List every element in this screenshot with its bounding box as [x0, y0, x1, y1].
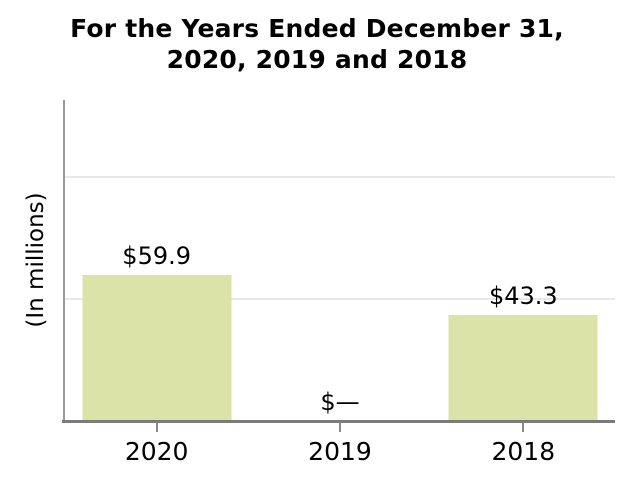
bar-2020: [82, 275, 232, 421]
chart-title: For the Years Ended December 31, 2020, 2…: [70, 14, 564, 74]
x-tick-2019: [339, 422, 341, 432]
y-axis-line: [63, 100, 65, 421]
gridline-50: [65, 298, 615, 301]
bar-group-2018: $43.3: [432, 100, 615, 421]
x-tick-label-2018: 2018: [491, 437, 556, 466]
bar-value-label-2020: $59.9: [122, 242, 192, 271]
bar-2018: [448, 315, 598, 421]
x-tick-2020: [155, 422, 158, 432]
bar-value-label-2019: $—: [320, 388, 360, 416]
x-tick-2018: [522, 422, 525, 432]
gridline-100: [65, 176, 615, 179]
y-axis-label: (In millions): [23, 192, 49, 328]
x-axis-line: [62, 420, 615, 423]
x-axis-tick-labels: 2020 2019 2018: [65, 437, 615, 467]
bar-group-2020: $59.9: [65, 100, 248, 421]
x-tick-label-2020: 2020: [124, 437, 189, 466]
bar-group-2019: $—: [248, 100, 431, 421]
bar-value-label-2018: $43.3: [488, 282, 558, 311]
x-tick-label-2019: 2019: [308, 437, 372, 466]
plot-area: $59.9 $— $43.3: [62, 100, 615, 432]
